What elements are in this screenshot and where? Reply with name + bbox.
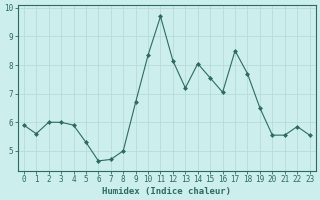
X-axis label: Humidex (Indice chaleur): Humidex (Indice chaleur) <box>102 187 231 196</box>
